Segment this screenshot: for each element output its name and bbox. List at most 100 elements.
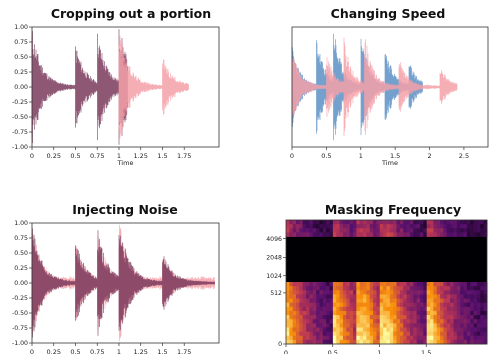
spectrogram-cell — [346, 302, 351, 308]
spectrogram-cell — [416, 315, 421, 320]
spectrogram-cell — [396, 339, 401, 345]
spectrogram-cell — [430, 331, 434, 337]
spectrogram-cell — [386, 282, 391, 287]
spectrogram-cell — [423, 302, 428, 308]
spectrogram-cell — [286, 220, 290, 225]
spectrogram-cell — [406, 331, 411, 337]
spectrogram-cell — [302, 306, 307, 312]
spectrogram-cell — [332, 232, 337, 237]
y-tick-label: 0.50 — [14, 250, 28, 257]
spectrogram-cell — [440, 323, 444, 328]
spectrogram-cell — [296, 298, 300, 304]
spectrogram-cell — [389, 327, 394, 332]
spectrogram-cell — [363, 294, 367, 299]
spectrogram-cell — [339, 319, 344, 324]
spectrogram-cell — [379, 282, 384, 287]
spectrogram-cell — [373, 306, 377, 312]
spectrogram-cell — [289, 294, 294, 299]
spectrogram-cell — [470, 232, 474, 237]
spectrogram-cell — [420, 302, 424, 308]
spectrogram-cell — [389, 319, 394, 324]
spectrogram-cell — [466, 331, 471, 337]
spectrogram-cell — [289, 335, 294, 341]
spectrogram-cell — [353, 310, 357, 316]
spectrogram-cell — [299, 286, 304, 291]
spectrogram-cell — [463, 224, 468, 229]
spectrogram-cell — [296, 282, 300, 287]
spectrogram-cell — [296, 319, 300, 324]
spectrogram-cell — [363, 315, 367, 320]
spectrogram-cell — [312, 327, 317, 332]
spectrogram-cell — [286, 282, 290, 287]
spectrogram-cell — [470, 290, 474, 295]
spectrogram-cell — [366, 232, 371, 237]
spectrogram-cell — [316, 339, 320, 345]
spectrogram-cell — [296, 315, 300, 320]
spectrogram-cell — [396, 232, 401, 237]
spectrogram-cell — [423, 232, 428, 237]
spectrogram-cell — [423, 323, 428, 328]
spectrogram-cell — [470, 286, 474, 291]
spectrogram-cell — [319, 339, 324, 345]
spectrogram-cell — [466, 319, 471, 324]
spectrogram-cell — [363, 282, 367, 287]
spectrogram-cell — [326, 323, 330, 328]
spectrogram-cell — [450, 224, 454, 229]
spectrogram-cell — [322, 302, 327, 308]
spectrogram-cell — [393, 294, 397, 299]
spectrogram-cell — [376, 331, 381, 337]
spectrogram-cell — [379, 294, 384, 299]
spectrogram-cell — [423, 315, 428, 320]
spectrogram-cell — [319, 220, 324, 225]
spectrogram-cell — [359, 331, 364, 337]
spectrogram-cell — [446, 339, 451, 345]
spectrogram-cell — [336, 339, 340, 345]
spectrogram-cell — [322, 327, 327, 332]
spectrogram-cell — [376, 310, 381, 316]
spectrogram-cell — [460, 220, 464, 225]
spectrogram-cell — [423, 331, 428, 337]
spectrogram-cell — [373, 286, 377, 291]
spectrogram-cell — [456, 282, 461, 287]
spectrogram-cell — [476, 306, 481, 312]
spectrogram-cell — [476, 331, 481, 337]
spectrogram-cell — [356, 228, 361, 233]
spectrogram-cell — [349, 315, 354, 320]
spectrogram-cell — [329, 228, 334, 233]
spectrogram-cell — [433, 302, 438, 308]
x-tick-label: 0.5 — [328, 349, 338, 354]
spectrogram-cell — [483, 310, 488, 316]
spectrogram-cell — [396, 331, 401, 337]
spectrogram-cell — [446, 302, 451, 308]
spectrogram-cell — [389, 298, 394, 304]
spectrogram-cell — [423, 294, 428, 299]
spectrogram-cell — [369, 335, 374, 341]
spectrogram-cell — [332, 282, 337, 287]
spectrogram-cell — [446, 315, 451, 320]
spectrogram-cell — [336, 323, 340, 328]
spectrogram-cell — [426, 323, 431, 328]
spectrogram-cell — [399, 315, 404, 320]
spectrogram-cell — [433, 319, 438, 324]
spectrogram-cell — [450, 310, 454, 316]
spectrogram-cell — [309, 290, 314, 295]
spectrogram-cell — [456, 290, 461, 295]
spectrogram-cell — [289, 323, 294, 328]
spectrogram-cell — [363, 290, 367, 295]
spectrogram-cell — [379, 302, 384, 308]
spectrogram-cell — [292, 327, 297, 332]
spectrogram-cell — [319, 282, 324, 287]
spectrogram-cell — [483, 306, 488, 312]
spectrogram-cell — [480, 335, 485, 341]
spectrogram-cell — [322, 232, 327, 237]
spectrogram-cell — [339, 327, 344, 332]
spectrogram-cell — [336, 290, 340, 295]
spectrogram-cell — [376, 339, 381, 345]
spectrogram-cell — [460, 331, 464, 337]
spectrogram-cell — [420, 315, 424, 320]
spectrogram-cell — [443, 319, 448, 324]
spectrogram-cell — [456, 286, 461, 291]
spectrogram-cell — [353, 327, 357, 332]
spectrogram-cell — [470, 339, 474, 345]
spectrogram-cell — [383, 286, 387, 291]
